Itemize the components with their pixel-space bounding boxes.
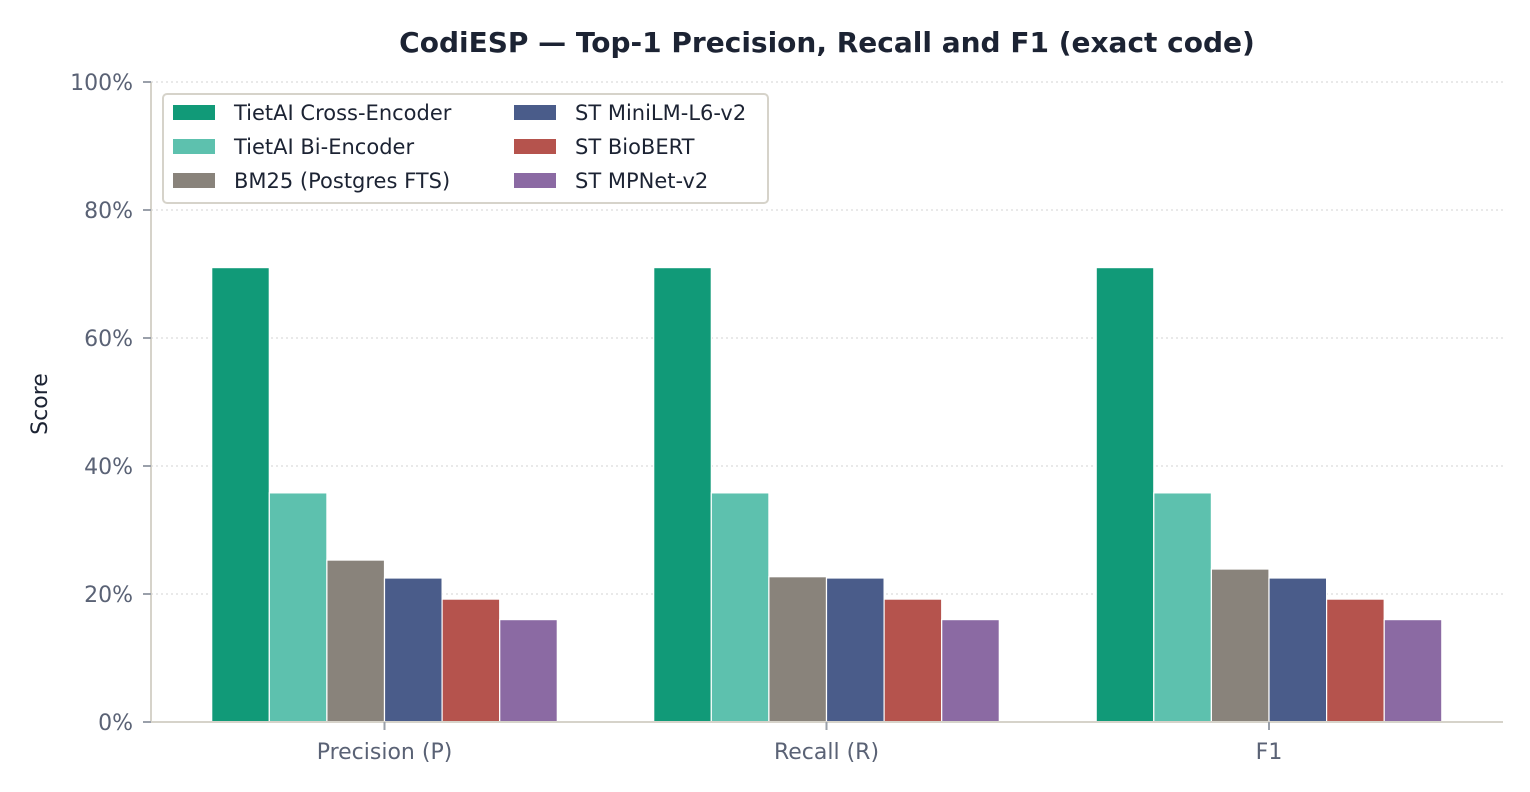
- bar-st-mpnet-v2-f1: [1383, 618, 1443, 723]
- x-tick-label-f1: F1: [1256, 740, 1283, 765]
- x-tick-label-precision-p: Precision (P): [317, 740, 453, 765]
- bar-bm25-postgres-fts-recall-r: [768, 576, 828, 723]
- bar-tietai-cross-encoder-f1: [1095, 267, 1155, 723]
- legend-swatch-bm25-postgres-fts: [173, 173, 215, 188]
- bar-tietai-bi-encoder-precision-p: [268, 492, 328, 723]
- legend-label-tietai-bi-encoder: TietAI Bi-Encoder: [233, 135, 414, 159]
- chart-title: CodiESP — Top-1 Precision, Recall and F1…: [399, 26, 1255, 59]
- y-tick-label: 40%: [84, 455, 133, 480]
- bars: [211, 267, 1443, 723]
- bar-bm25-postgres-fts-precision-p: [326, 559, 386, 723]
- bar-st-minilm-l6-v2-recall-r: [825, 577, 885, 723]
- legend-swatch-st-biobert: [514, 139, 556, 154]
- y-tick-label: 20%: [84, 583, 133, 608]
- legend: TietAI Cross-Encoder TietAI Bi-Encoder BM2…: [162, 93, 769, 204]
- bar-st-mpnet-v2-precision-p: [499, 618, 558, 723]
- bar-st-mpnet-v2-recall-r: [941, 618, 1000, 723]
- bar-st-biobert-recall-r: [883, 598, 943, 723]
- y-tick-label: 100%: [70, 71, 133, 96]
- legend-label-st-biobert: ST BioBERT: [575, 135, 695, 159]
- bar-tietai-bi-encoder-recall-r: [710, 492, 770, 723]
- legend-swatch-tietai-bi-encoder: [173, 139, 215, 154]
- y-axis-label: Score: [28, 373, 53, 435]
- bar-tietai-bi-encoder-f1: [1153, 492, 1213, 723]
- bar-bm25-postgres-fts-f1: [1210, 568, 1270, 723]
- bar-tietai-cross-encoder-precision-p: [211, 267, 270, 723]
- legend-swatch-st-minilm-l6-v2: [514, 105, 556, 120]
- legend-frame: [162, 93, 769, 204]
- y-tick-label: 0%: [98, 711, 133, 736]
- bar-st-minilm-l6-v2-precision-p: [383, 577, 443, 723]
- bar-st-minilm-l6-v2-f1: [1268, 577, 1328, 723]
- bar-st-biobert-f1: [1325, 598, 1385, 723]
- x-tick-label-recall-r: Recall (R): [774, 740, 879, 765]
- legend-label-st-minilm-l6-v2: ST MiniLM-L6-v2: [575, 101, 746, 125]
- y-ticks: 0% 20% 40% 60% 80% 100%: [70, 71, 151, 736]
- legend-label-bm25-postgres-fts: BM25 (Postgres FTS): [234, 169, 450, 193]
- y-tick-label: 80%: [84, 199, 133, 224]
- legend-swatch-st-mpnet-v2: [514, 173, 556, 188]
- legend-label-tietai-cross-encoder: TietAI Cross-Encoder: [233, 101, 452, 125]
- legend-label-st-mpnet-v2: ST MPNet-v2: [575, 169, 708, 193]
- bar-tietai-cross-encoder-recall-r: [653, 267, 712, 723]
- legend-swatch-tietai-cross-encoder: [173, 105, 215, 120]
- x-ticks: Precision (P) Recall (R) F1: [317, 722, 1283, 765]
- y-tick-label: 60%: [84, 327, 133, 352]
- bar-st-biobert-precision-p: [441, 598, 501, 723]
